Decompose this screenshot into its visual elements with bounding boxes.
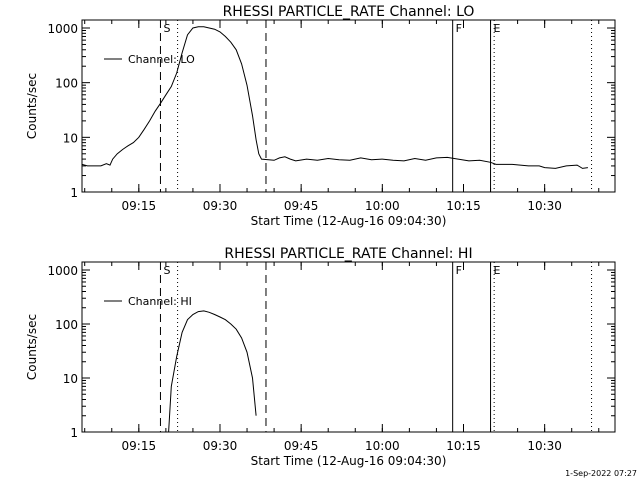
x-tick-label: 09:30 (203, 199, 238, 213)
plot-frame (81, 261, 616, 433)
y-tick-label: 1000 (47, 264, 78, 278)
y-tick-label: 1 (70, 186, 78, 200)
x-tick-label: 09:45 (284, 439, 319, 453)
x-tick-label: 10:15 (446, 199, 481, 213)
y-axis-label: Counts/sec (25, 314, 39, 380)
y-tick-label: 10 (63, 131, 78, 145)
chart-panel-hi: RHESSI PARTICLE_RATE Channel: HI Counts/s… (25, 246, 616, 468)
footer-timestamp: 1-Sep-2022 07:27 (565, 469, 637, 478)
legend-label: Channel: LO (128, 53, 195, 66)
x-axis-label: Start Time (12-Aug-16 09:04:30) (251, 454, 447, 468)
x-tick-label: 09:45 (284, 199, 319, 213)
x-tick-label: 10:00 (365, 199, 400, 213)
event-marker-label: E (494, 264, 501, 277)
x-tick-label: 10:15 (446, 439, 481, 453)
x-tick-label: 09:15 (122, 199, 157, 213)
chart-panel-lo: RHESSI PARTICLE_RATE Channel: LO Counts/s… (25, 4, 616, 228)
x-axis-label: Start Time (12-Aug-16 09:04:30) (251, 214, 447, 228)
event-marker-label: S (163, 264, 170, 277)
event-marker-label: S (163, 22, 170, 35)
x-tick-label: 10:00 (365, 439, 400, 453)
legend-label: Channel: HI (128, 295, 192, 308)
series-line (81, 26, 588, 169)
y-tick-label: 100 (55, 318, 78, 332)
x-tick-label: 10:30 (527, 199, 562, 213)
y-axis-label: Counts/sec (25, 73, 39, 139)
y-tick-label: 1000 (47, 22, 78, 36)
event-marker-label: F (456, 264, 462, 277)
chart-title: RHESSI PARTICLE_RATE Channel: HI (224, 246, 472, 262)
event-marker-label: F (456, 22, 462, 35)
plot-frame (81, 19, 616, 193)
x-tick-label: 09:15 (122, 439, 157, 453)
x-tick-label: 09:30 (203, 439, 238, 453)
series-line (168, 310, 257, 433)
y-tick-label: 10 (63, 372, 78, 386)
y-tick-label: 100 (55, 77, 78, 91)
y-tick-label: 1 (70, 426, 78, 440)
chart-title: RHESSI PARTICLE_RATE Channel: LO (223, 4, 475, 20)
event-marker-label: E (494, 22, 501, 35)
x-tick-label: 10:30 (527, 439, 562, 453)
